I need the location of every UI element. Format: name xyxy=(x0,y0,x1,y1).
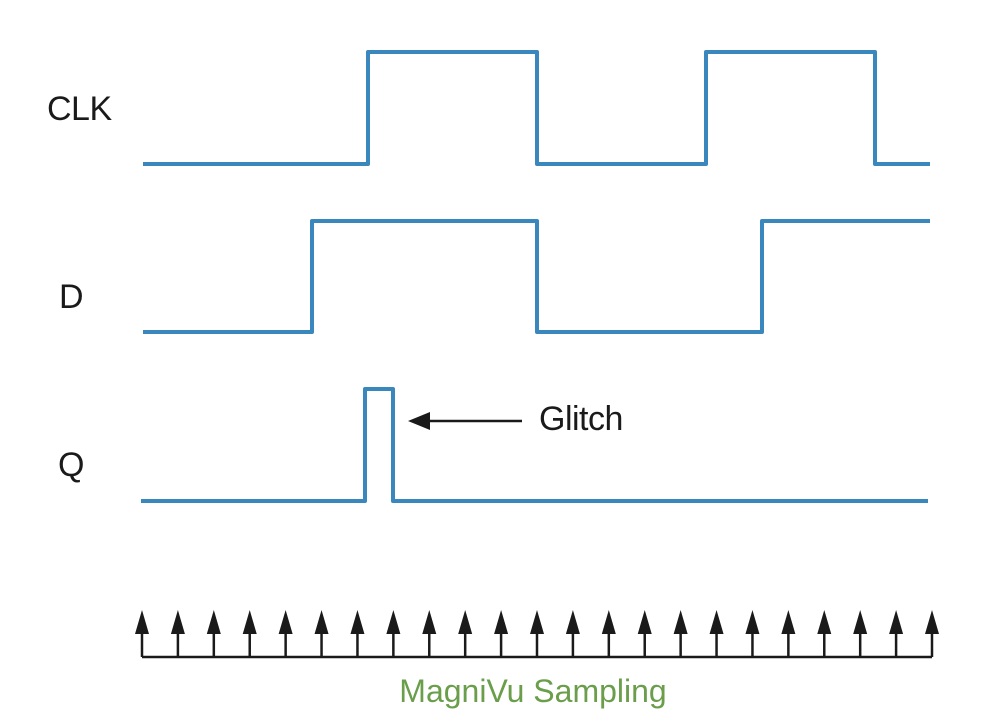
glitch-label: Glitch xyxy=(539,400,623,438)
sample-arrow xyxy=(925,610,939,657)
sample-arrow xyxy=(673,610,688,657)
sample-arrow xyxy=(422,610,437,657)
signal-label-d: D xyxy=(59,278,84,316)
sample-arrow xyxy=(458,610,473,657)
sample-arrow xyxy=(494,610,509,657)
glitch-arrow xyxy=(408,412,522,430)
sample-arrow xyxy=(350,610,365,657)
sample-arrow xyxy=(889,610,904,657)
sample-arrow xyxy=(314,610,329,657)
q-waveform xyxy=(141,387,928,503)
signal-label-q: Q xyxy=(58,446,84,484)
sample-arrow xyxy=(565,610,580,657)
sample-arrow xyxy=(853,610,868,657)
sample-arrow xyxy=(709,610,724,657)
d-waveform xyxy=(143,219,930,334)
signal-label-clk: CLK xyxy=(47,90,112,128)
sample-arrow xyxy=(242,610,257,657)
sample-arrow xyxy=(817,610,832,657)
sample-arrow xyxy=(170,610,185,657)
sample-arrow xyxy=(135,610,149,657)
sample-arrow xyxy=(386,610,401,657)
sample-arrow xyxy=(530,610,544,657)
sample-arrow xyxy=(637,610,652,657)
sample-arrow xyxy=(278,610,293,657)
clk-waveform xyxy=(143,50,930,166)
sample-arrow xyxy=(601,610,616,657)
sample-arrow xyxy=(781,610,796,657)
sampling-label: MagniVu Sampling xyxy=(399,673,667,709)
sampling-arrows xyxy=(135,610,939,659)
sample-arrow xyxy=(745,610,760,657)
sample-arrow xyxy=(206,610,221,657)
